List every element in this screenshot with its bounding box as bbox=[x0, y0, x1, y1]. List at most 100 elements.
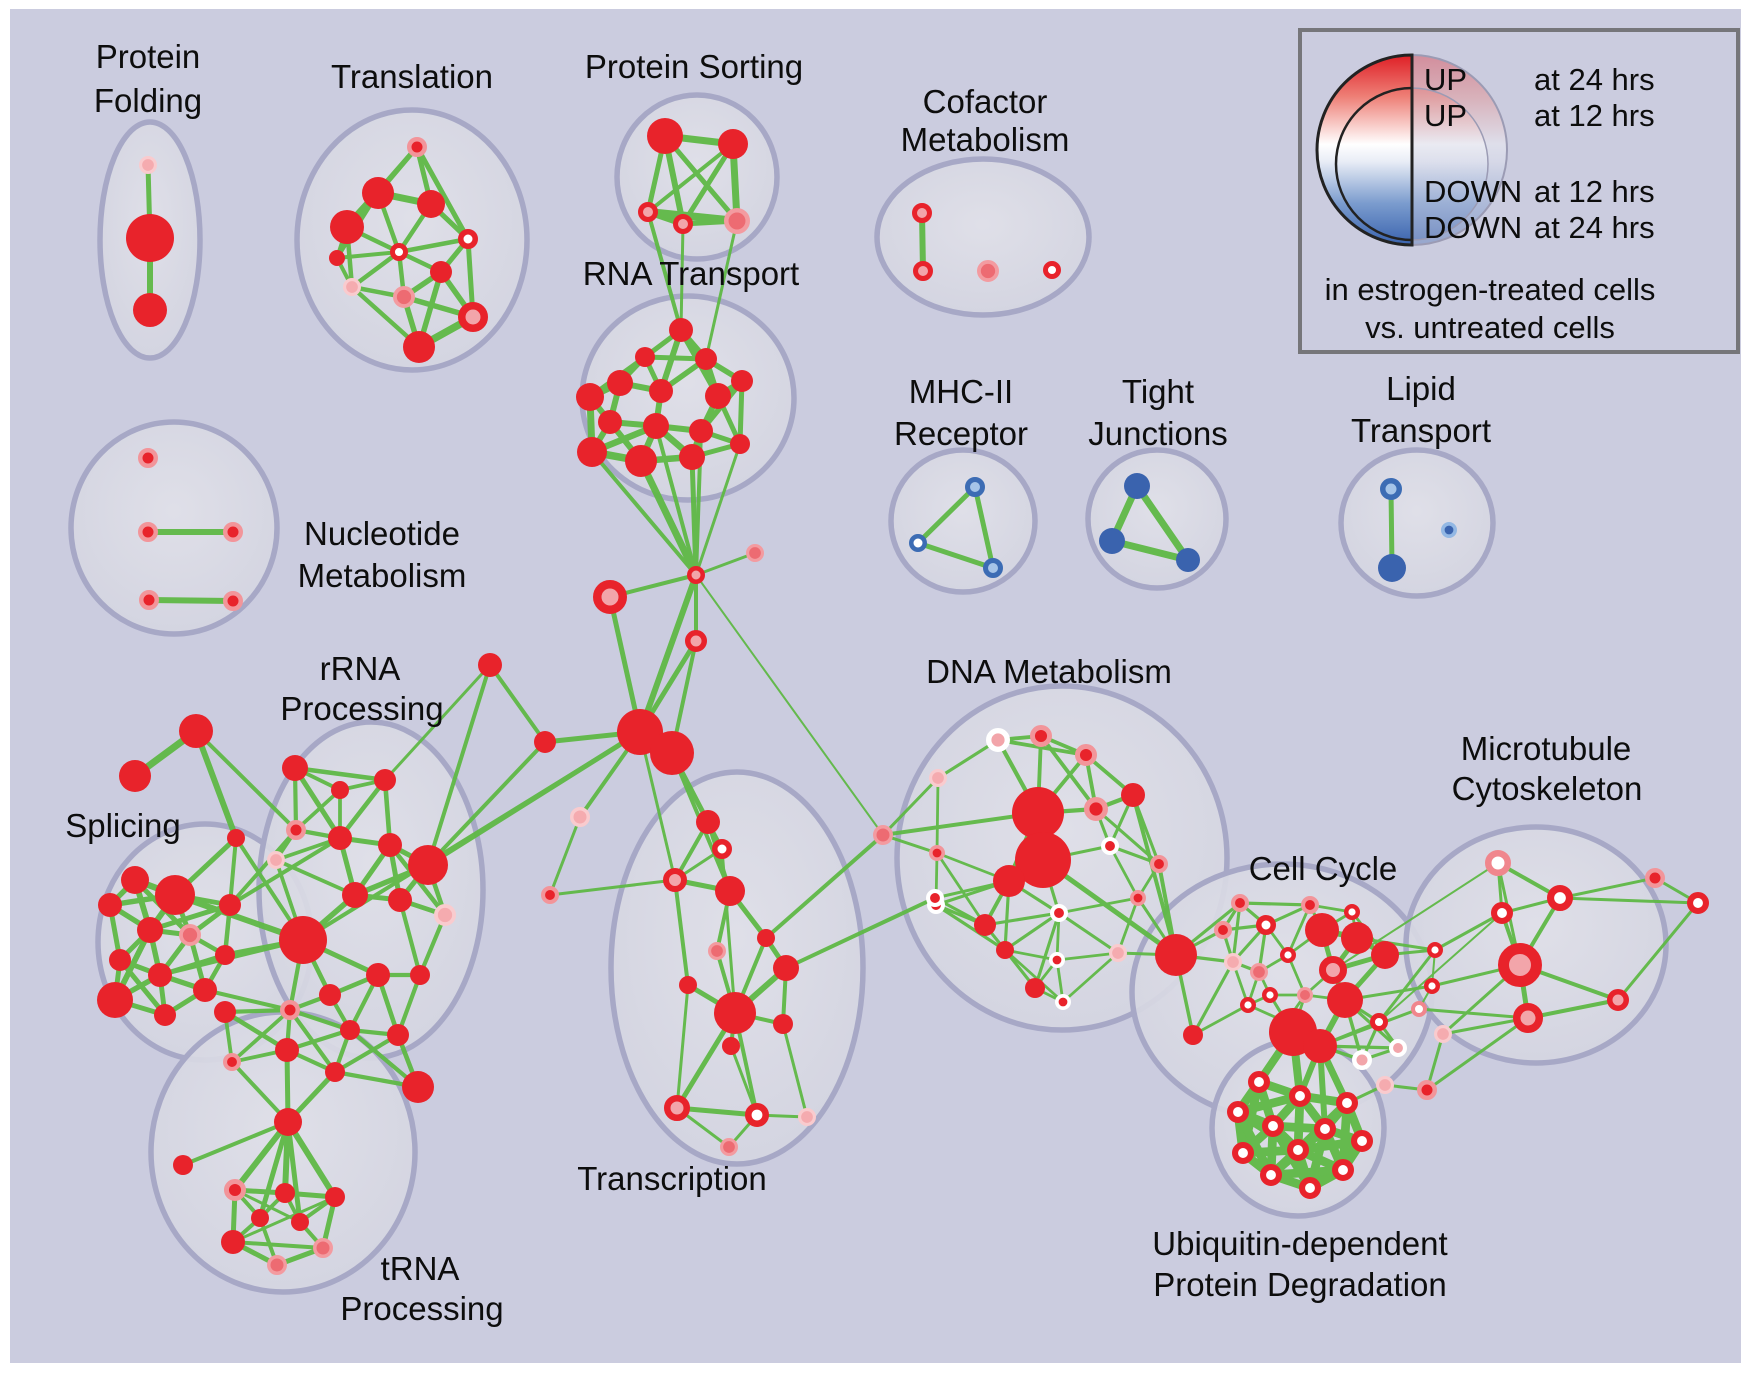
network-node bbox=[1352, 1050, 1372, 1070]
network-node bbox=[1546, 885, 1573, 912]
network-node bbox=[267, 1255, 287, 1275]
network-node bbox=[773, 1014, 793, 1034]
edge bbox=[194, 729, 298, 832]
network-node bbox=[392, 285, 415, 308]
edge bbox=[915, 484, 978, 546]
network-node bbox=[1150, 855, 1169, 874]
network-node bbox=[974, 914, 996, 936]
network-node bbox=[983, 558, 1003, 578]
edge bbox=[680, 141, 736, 227]
network-node bbox=[679, 444, 705, 470]
network-node bbox=[155, 875, 195, 915]
network-node bbox=[1319, 956, 1347, 984]
network-node bbox=[647, 118, 683, 154]
network-node bbox=[664, 1095, 690, 1121]
network-node bbox=[275, 1038, 299, 1062]
edge bbox=[1266, 1165, 1348, 1180]
network-node bbox=[1297, 987, 1313, 1003]
edge bbox=[1191, 1003, 1250, 1037]
edge bbox=[193, 728, 239, 841]
legend-direction-label: UP bbox=[1424, 98, 1467, 133]
network-node bbox=[1015, 832, 1071, 888]
network-node bbox=[1498, 943, 1542, 987]
network-node bbox=[696, 810, 720, 834]
edge bbox=[231, 1195, 337, 1244]
edge bbox=[637, 457, 700, 579]
edge bbox=[1433, 911, 1504, 952]
edge bbox=[646, 210, 683, 332]
network-node bbox=[179, 714, 213, 748]
network-node bbox=[1101, 837, 1120, 856]
network-node bbox=[577, 437, 607, 467]
legend-time-label: at 12 hrs bbox=[1534, 98, 1655, 133]
nodes-layer bbox=[97, 118, 1710, 1275]
edge bbox=[1131, 793, 1178, 957]
network-node bbox=[319, 984, 341, 1006]
network-node bbox=[291, 1213, 309, 1231]
network-node bbox=[458, 229, 478, 249]
network-node bbox=[1371, 941, 1399, 969]
network-node bbox=[430, 261, 452, 283]
cluster-label-cf: Metabolism bbox=[901, 121, 1070, 158]
network-node bbox=[402, 1071, 434, 1103]
edge bbox=[1231, 901, 1242, 964]
network-node bbox=[279, 916, 327, 964]
network-node bbox=[722, 1037, 740, 1055]
edge bbox=[881, 776, 940, 837]
network-node bbox=[757, 929, 775, 947]
network-node bbox=[280, 1000, 300, 1020]
network-node bbox=[325, 1062, 345, 1082]
cluster-label-ub: Ubiquitin-dependent bbox=[1152, 1225, 1447, 1262]
network-node bbox=[1513, 1003, 1543, 1033]
legend-time-label: at 12 hrs bbox=[1534, 174, 1655, 209]
edge bbox=[1057, 896, 1140, 915]
network-node bbox=[705, 383, 731, 409]
network-node bbox=[1099, 528, 1125, 554]
edge bbox=[704, 219, 739, 361]
network-node bbox=[541, 886, 560, 905]
edge bbox=[1377, 948, 1437, 1024]
edge bbox=[1039, 734, 1098, 811]
network-node bbox=[1183, 1025, 1203, 1045]
network-node bbox=[215, 945, 235, 965]
network-node bbox=[366, 963, 390, 987]
network-node bbox=[133, 293, 167, 327]
legend-direction-label: UP bbox=[1424, 62, 1467, 97]
cluster-label-tx: Transcription bbox=[577, 1160, 767, 1197]
edge bbox=[935, 776, 940, 855]
network-node bbox=[669, 318, 693, 342]
network-node bbox=[1155, 934, 1197, 976]
cluster-label-tj: Junctions bbox=[1088, 415, 1227, 452]
network-node bbox=[1249, 963, 1268, 982]
network-node bbox=[708, 942, 727, 961]
network-node bbox=[643, 413, 669, 439]
network-node bbox=[1256, 915, 1276, 935]
edge bbox=[1116, 896, 1140, 955]
network-node bbox=[687, 566, 705, 584]
network-node bbox=[1042, 261, 1061, 280]
network-node bbox=[362, 177, 394, 209]
network-node bbox=[650, 731, 694, 775]
legend-direction-label: DOWN bbox=[1424, 174, 1522, 209]
cluster-ellipse-li bbox=[1338, 447, 1496, 599]
network-node bbox=[1232, 1142, 1255, 1165]
cluster-label-cc: Cell Cycle bbox=[1249, 850, 1398, 887]
network-node bbox=[1341, 922, 1373, 954]
edge bbox=[675, 983, 690, 1110]
network-node bbox=[219, 894, 241, 916]
cluster-label-tr: Translation bbox=[331, 58, 493, 95]
cluster-label-tn: tRNA bbox=[381, 1250, 460, 1287]
network-node bbox=[223, 522, 243, 542]
network-node bbox=[1423, 978, 1440, 995]
edge bbox=[983, 911, 1061, 927]
network-node bbox=[1248, 1071, 1271, 1094]
cluster-label-li: Lipid bbox=[1386, 370, 1456, 407]
network-node bbox=[720, 1137, 739, 1156]
cluster-label-pf: Protein bbox=[96, 38, 201, 75]
network-node bbox=[343, 278, 362, 297]
network-node bbox=[227, 829, 245, 847]
network-node bbox=[718, 129, 748, 159]
cluster-label-rt: RNA Transport bbox=[583, 255, 799, 292]
network-node bbox=[1369, 1012, 1388, 1031]
network-node bbox=[1029, 724, 1052, 747]
